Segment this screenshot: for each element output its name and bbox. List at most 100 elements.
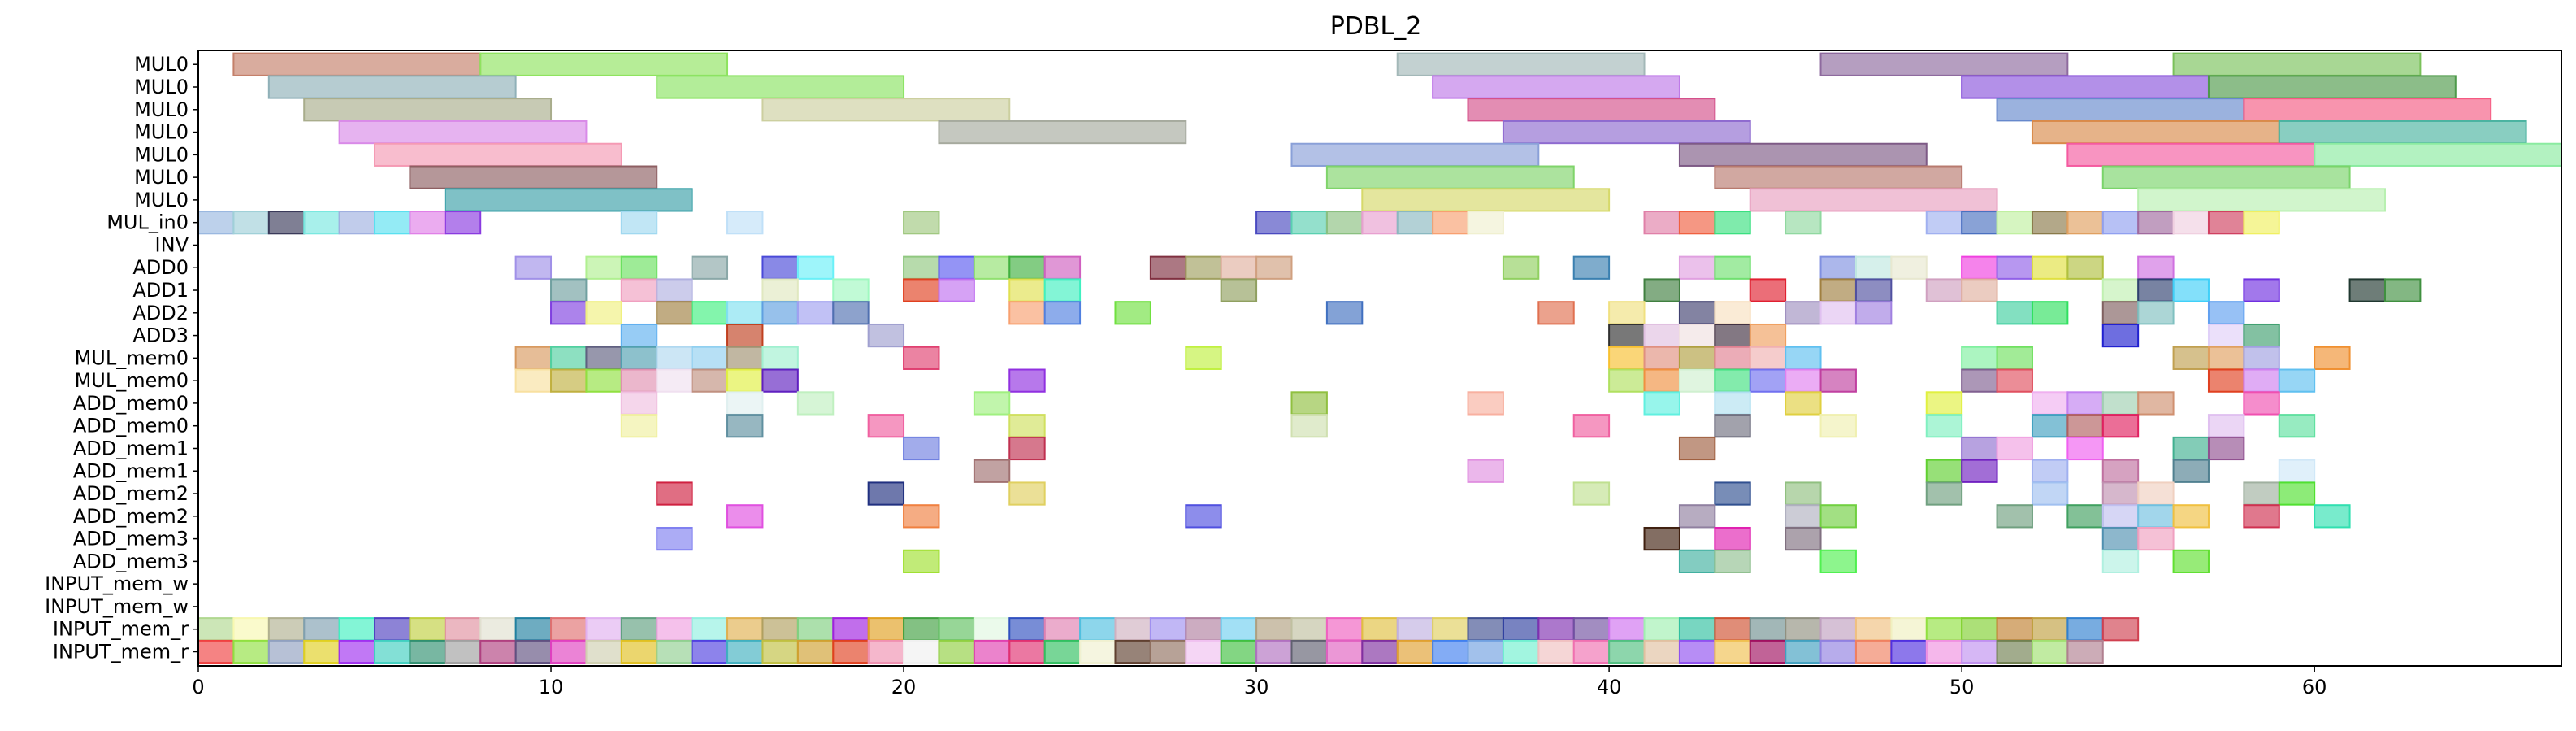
gantt-bar (303, 639, 340, 664)
gantt-bar (2066, 639, 2104, 664)
gantt-bar (267, 617, 306, 642)
gantt-bar (1785, 526, 1822, 551)
gantt-bar (444, 188, 693, 212)
gantt-bar (232, 52, 482, 76)
gantt-bar (2314, 346, 2351, 370)
y-tick-label: ADD1 (132, 279, 189, 302)
gantt-bar (550, 639, 588, 664)
gantt-bar (1043, 255, 1082, 280)
gantt-bar (1678, 323, 1716, 348)
gantt-bar (1961, 75, 2210, 99)
gantt-bar (656, 368, 693, 393)
gantt-bar (726, 301, 764, 325)
y-tick-label: MUL0 (134, 76, 189, 98)
gantt-bar (374, 617, 411, 642)
gantt-bar (656, 639, 693, 664)
gantt-bar (1961, 617, 1998, 642)
gantt-bar (550, 346, 588, 370)
y-tick-label: ADD_mem1 (73, 459, 189, 482)
gantt-bar (1678, 301, 1716, 325)
gantt-bar (2101, 549, 2140, 573)
gantt-bar (726, 211, 764, 235)
gantt-bar (479, 52, 729, 76)
gantt-bar (1220, 255, 1258, 280)
gantt-bar (1008, 255, 1046, 280)
gantt-bar (1714, 211, 1751, 235)
gantt-bar (444, 639, 482, 664)
gantt-bar (973, 255, 1011, 280)
gantt-bar (1502, 639, 1540, 664)
gantt-bar (1079, 639, 1117, 664)
gantt-bar (2278, 120, 2527, 145)
gantt-bar (1961, 368, 1998, 393)
gantt-bar (1502, 617, 1540, 642)
chart-title: PDBL_2 (1330, 12, 1422, 41)
gantt-bar (2101, 391, 2140, 416)
gantt-bar (2314, 504, 2351, 529)
gantt-bar (1785, 346, 1822, 370)
gantt-bar (1961, 346, 1998, 370)
gantt-bar (1043, 301, 1082, 325)
gantt-bar (338, 120, 588, 145)
gantt-bar (2137, 504, 2175, 529)
gantt-bar (1361, 617, 1399, 642)
gantt-bar (1537, 639, 1575, 664)
gantt-bar (2031, 617, 2069, 642)
y-tick-label: MUL_mem0 (75, 346, 189, 369)
gantt-bar (761, 639, 799, 664)
gantt-bar (1325, 617, 1364, 642)
gantt-bar (2137, 391, 2175, 416)
gantt-bar (867, 414, 905, 438)
gantt-bar (691, 301, 729, 325)
gantt-bar (2031, 391, 2069, 416)
gantt-bar (338, 639, 376, 664)
gantt-bar (1643, 211, 1680, 235)
x-axis: 0 10 20 30 40 50 60 (192, 666, 2327, 698)
y-tick-label: ADD_mem2 (73, 482, 189, 505)
gantt-bar (550, 301, 588, 325)
gantt-bar (1008, 436, 1046, 461)
gantt-bar (2207, 211, 2245, 235)
gantt-bar (1290, 617, 1328, 642)
gantt-bar (514, 255, 553, 280)
gantt-bar (1572, 414, 1611, 438)
gantt-bar (726, 391, 764, 416)
x-tick-label: 50 (1949, 676, 1975, 698)
gantt-bar (620, 368, 658, 393)
gantt-bar (1678, 211, 1716, 235)
gantt-bar (2243, 368, 2280, 393)
gantt-bar (1185, 346, 1222, 370)
gantt-bar (938, 120, 1187, 145)
gantt-bar (903, 255, 940, 280)
gantt-bar (1714, 414, 1751, 438)
gantt-bar (197, 211, 235, 235)
gantt-bar (197, 639, 235, 664)
gantt-bar (903, 549, 940, 573)
gantt-bar (2137, 255, 2175, 280)
gantt-bar (1185, 504, 1222, 529)
gantt-bar (2243, 98, 2492, 122)
gantt-bar (1678, 142, 1928, 167)
gantt-bar (903, 436, 940, 461)
gantt-bar (479, 617, 517, 642)
y-tick-label: ADD_mem1 (73, 437, 189, 459)
gantt-bar (1678, 617, 1716, 642)
gantt-bar (2172, 436, 2210, 461)
y-tick-label: ADD_mem0 (73, 392, 189, 415)
gantt-bar (374, 142, 622, 167)
gantt-bar (1643, 639, 1680, 664)
y-tick-label: INPUT_mem_w (45, 595, 189, 618)
y-tick-label: MUL0 (134, 121, 189, 144)
gantt-bar (303, 211, 340, 235)
y-tick-label: MUL0 (134, 143, 189, 166)
gantt-bar (1749, 346, 1787, 370)
gantt-bar (267, 75, 517, 99)
gantt-bar (761, 617, 799, 642)
gantt-bar (620, 255, 658, 280)
gantt-bar (1714, 391, 1751, 416)
gantt-bar (620, 278, 658, 302)
y-tick-label: MUL0 (134, 98, 189, 121)
gantt-bar (2066, 617, 2104, 642)
gantt-bar (2101, 211, 2140, 235)
y-tick-label: INPUT_mem_w (45, 572, 189, 595)
